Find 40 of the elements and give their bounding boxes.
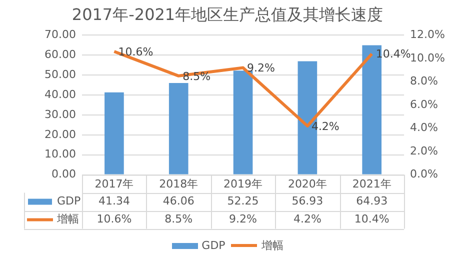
y2-tick-label: 0.0% <box>410 168 438 181</box>
y-tick-label: 50.00 <box>44 68 76 81</box>
y2-tick-label: 8.0% <box>410 74 438 88</box>
x-tick-label: 2021年 <box>352 177 392 190</box>
bar <box>104 92 124 174</box>
data-label: 10.6% <box>96 212 132 226</box>
data-label: 56.93 <box>292 194 324 208</box>
data-label: 64.93 <box>356 194 388 208</box>
text: 9.2% <box>247 62 275 75</box>
data-label: 4.2% <box>293 212 322 226</box>
x-tick-label: 2017年 <box>94 177 134 190</box>
legend-label: GDP <box>57 194 81 208</box>
y2-tick-label: 2.0% <box>410 144 438 158</box>
legend-label: 增幅 <box>56 212 79 226</box>
y-tick-label: 40.00 <box>44 88 76 101</box>
y-tick-label: 0.00 <box>52 168 76 181</box>
y-tick-label: 20.00 <box>44 128 76 141</box>
data-label: 41.34 <box>98 194 130 208</box>
bar <box>168 82 188 174</box>
y-tick-label: 70.00 <box>44 28 76 42</box>
chart-title: 2017年-2021年地区生产总值及其增长速度 <box>72 4 384 24</box>
x-tick-label: 2019年 <box>224 177 263 190</box>
y2-tick-label: 6.0% <box>410 98 438 111</box>
data-label: 8.5% <box>164 212 193 226</box>
x-tick-label: 2020年 <box>288 177 327 190</box>
data-label: 9.2% <box>229 212 258 226</box>
y2-tick-label: 10.0% <box>410 51 446 64</box>
text: GDP <box>202 239 226 252</box>
data-label: 52.25 <box>227 194 259 208</box>
bar <box>233 70 253 174</box>
y-tick-label: 60.00 <box>44 48 76 61</box>
text: 增幅 <box>261 239 284 252</box>
data-label: 46.06 <box>162 194 194 208</box>
y-tick-label: 30.00 <box>44 108 76 121</box>
y-tick-label: 10.00 <box>44 148 76 161</box>
y2-tick-label: 12.0% <box>410 28 446 42</box>
y2-tick-label: 4.0% <box>410 121 438 134</box>
data-label: 10.4% <box>354 212 390 226</box>
x-tick-label: 2018年 <box>159 177 198 190</box>
text: 10.6% <box>118 45 154 58</box>
